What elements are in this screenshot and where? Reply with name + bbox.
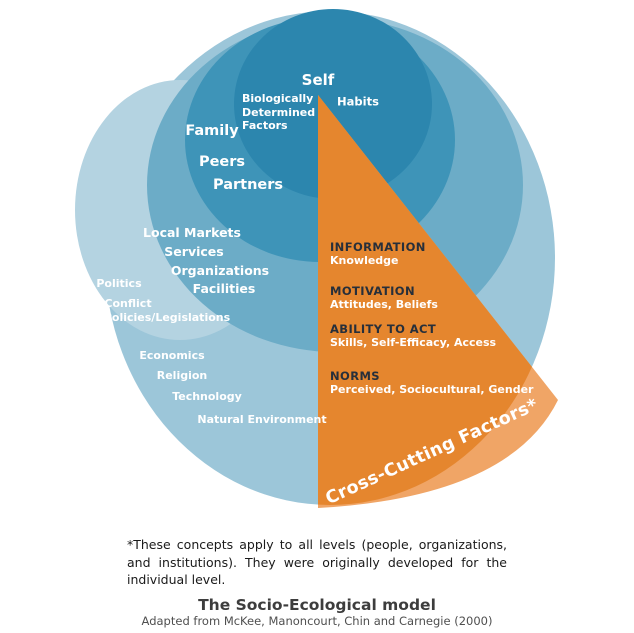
label-services: Services xyxy=(164,244,224,260)
factor-norms-title: NORMS xyxy=(330,369,380,383)
label-self: Self xyxy=(301,70,335,89)
attribution-text: Adapted from McKee, Manoncourt, Chin and… xyxy=(141,614,493,628)
factor-ability-to-act-title: ABILITY TO ACT xyxy=(330,322,437,336)
label-conflict: Conflict xyxy=(104,296,152,310)
label-religion: Religion xyxy=(156,368,208,382)
page-title: The Socio-Ecological model xyxy=(198,596,436,614)
factor-motivation: MOTIVATION Attitudes, Beliefs xyxy=(330,284,438,311)
factor-motivation-title: MOTIVATION xyxy=(330,284,415,298)
factor-information-subtitle: Knowledge xyxy=(330,254,399,267)
factor-ability-to-act-subtitle: Skills, Self-Efficacy, Access xyxy=(330,336,497,349)
cross-cutting-wedge xyxy=(318,95,555,505)
label-economics: Economics xyxy=(139,348,205,362)
factor-norms-subtitle: Perceived, Sociocultural, Gender xyxy=(330,383,534,396)
label-biologically-determined-factors: Biologically Determined Factors xyxy=(242,92,316,132)
ring-self-circle xyxy=(234,9,432,199)
factor-norms: NORMS Perceived, Sociocultural, Gender xyxy=(330,369,533,396)
factor-information-title: INFORMATION xyxy=(330,240,426,254)
label-natural-environment: Natural Environment xyxy=(197,412,327,426)
label-partners: Partners xyxy=(212,177,284,194)
label-family: Family xyxy=(185,123,239,140)
label-peers: Peers xyxy=(198,154,246,171)
label-organizations: Organizations xyxy=(170,263,270,279)
footnote-text: *These concepts apply to all levels (peo… xyxy=(127,537,507,587)
label-technology: Technology xyxy=(172,389,242,403)
factor-motivation-subtitle: Attitudes, Beliefs xyxy=(330,298,438,311)
factor-information: INFORMATION Knowledge xyxy=(330,240,426,267)
label-policies-legislations: Policies/Legislations xyxy=(103,310,231,324)
label-facilities: Facilities xyxy=(192,281,256,297)
factor-ability-to-act: ABILITY TO ACT Skills, Self-Efficacy, Ac… xyxy=(330,322,496,349)
label-habits: Habits xyxy=(337,94,379,109)
label-politics: Politics xyxy=(96,276,142,290)
label-local-markets: Local Markets xyxy=(143,225,241,241)
rings-canvas xyxy=(75,9,558,508)
